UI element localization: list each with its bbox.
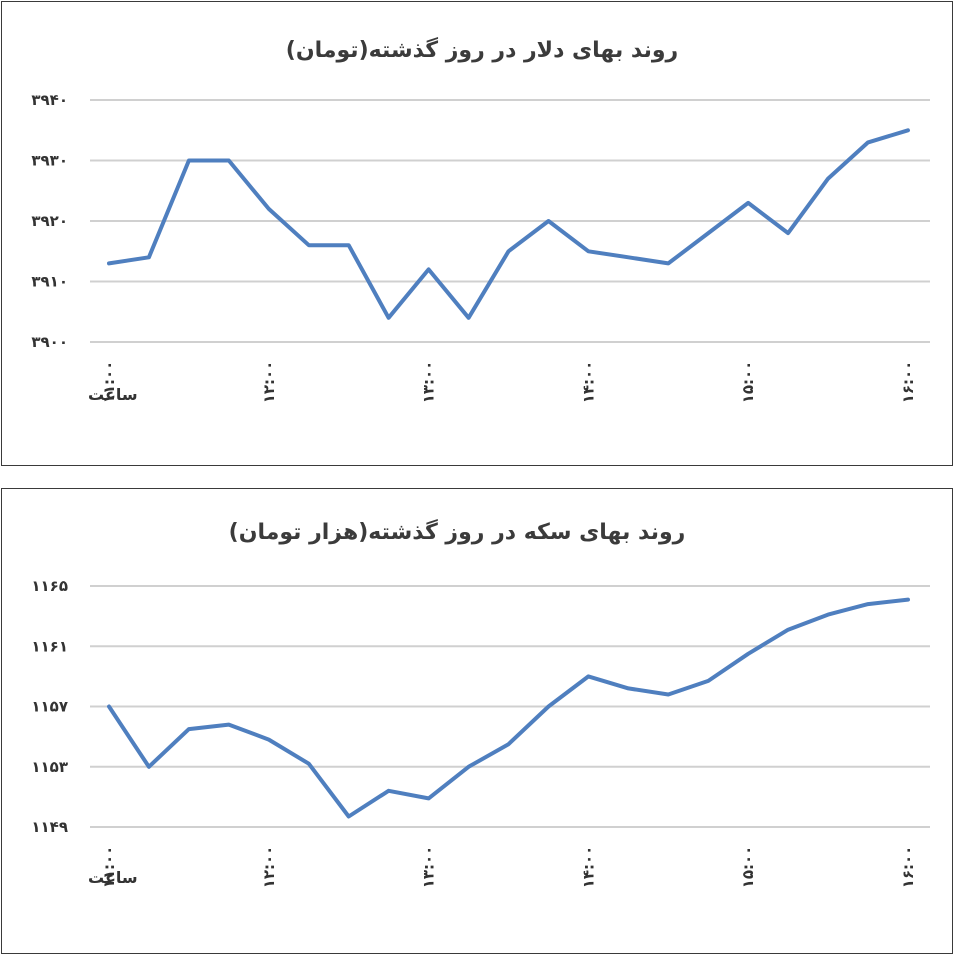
y-tick-label: ۳۹۰۰ (31, 333, 68, 351)
coin-chart-panel: روند بهای سکه در روز گذشته(هزار تومان) ۱۱… (1, 488, 953, 954)
y-tick-label: ۳۹۴۰ (31, 91, 68, 109)
y-tick-label: ۱۱۵۷ (31, 698, 68, 716)
x-tick-label: ۱۲:۰۰ (260, 361, 278, 404)
dollar-chart: روند بهای دلار در روز گذشته(تومان) ۳۹۰۰ ۳۹… (31, 36, 930, 404)
x-axis-label: ساعت (88, 868, 138, 887)
x-tick-label: ۱۱:۰۰ (100, 361, 118, 404)
y-tick-label: ۱۱۶۵ (31, 577, 68, 595)
y-tick-label: ۱۱۴۹ (31, 818, 68, 836)
dollar-chart-panel: روند بهای دلار در روز گذشته(تومان) ۳۹۰۰ ۳۹… (1, 1, 953, 466)
chart-title: روند بهای سکه در روز گذشته(هزار تومان) (229, 518, 686, 545)
x-tick-label: ۱۳:۰۰ (420, 846, 438, 889)
y-tick-label: ۳۹۲۰ (31, 212, 68, 230)
coin-chart: روند بهای سکه در روز گذشته(هزار تومان) ۱۱… (31, 518, 930, 889)
x-tick-label: ۱۲:۰۰ (260, 846, 278, 889)
x-axis-label: ساعت (88, 385, 138, 404)
x-tick-label: ۱۴:۰۰ (579, 846, 597, 889)
series-line (107, 128, 910, 320)
y-tick-label: ۱۱۵۳ (31, 758, 68, 776)
x-tick-label: ۱۱:۰۰ (100, 846, 118, 889)
x-tick-label: ۱۵:۰۰ (739, 361, 757, 404)
x-tick-label: ۱۴:۰۰ (579, 361, 597, 404)
series-line (107, 597, 910, 819)
y-tick-label: ۳۹۱۰ (31, 273, 68, 291)
x-tick-label: ۱۶:۰۰ (899, 846, 917, 889)
chart-title: روند بهای دلار در روز گذشته(تومان) (286, 36, 678, 63)
x-tick-label: ۱۵:۰۰ (739, 846, 757, 889)
x-tick-label: ۱۶:۰۰ (899, 361, 917, 404)
x-tick-label: ۱۳:۰۰ (420, 361, 438, 404)
y-tick-label: ۱۱۶۱ (31, 637, 68, 655)
y-tick-label: ۳۹۳۰ (31, 152, 68, 170)
